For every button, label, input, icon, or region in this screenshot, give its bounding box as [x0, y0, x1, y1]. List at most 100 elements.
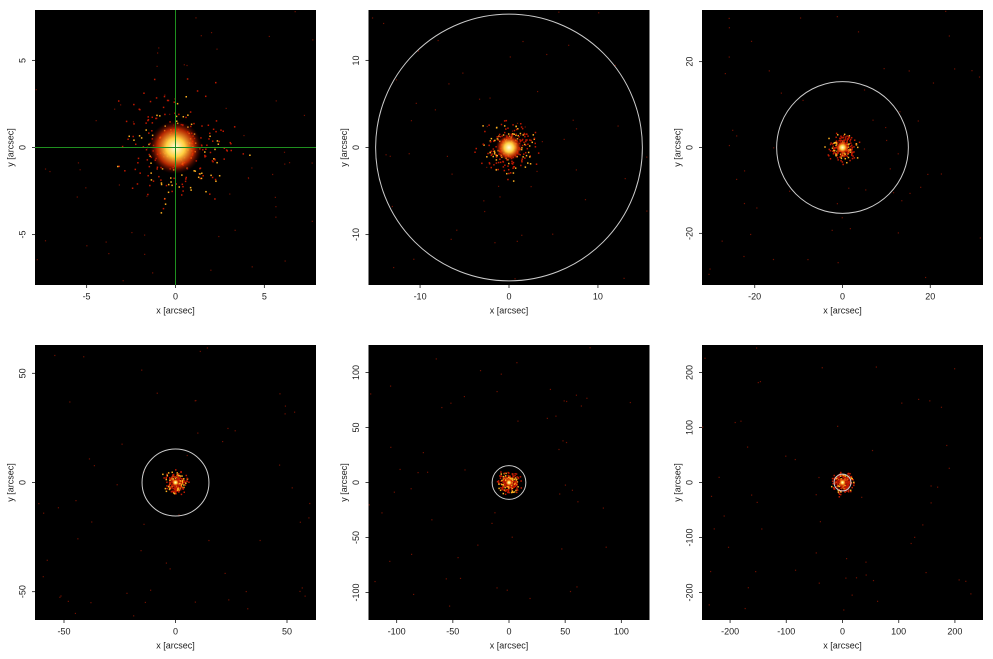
photon: [496, 154, 498, 157]
photon: [151, 130, 153, 132]
background-photon: [517, 420, 519, 422]
photon: [506, 477, 509, 480]
background-photon: [740, 420, 742, 422]
background-photon: [156, 392, 158, 394]
background-photon: [494, 512, 496, 514]
photon: [249, 154, 251, 156]
photon: [829, 149, 832, 152]
background-photon: [478, 98, 481, 100]
background-photon: [133, 615, 135, 617]
background-photon: [572, 119, 574, 121]
photon: [524, 151, 527, 154]
photon: [180, 484, 183, 487]
photon: [842, 136, 845, 139]
photon: [850, 475, 853, 478]
background-photon: [284, 260, 286, 262]
background-photon: [875, 366, 877, 368]
photon: [181, 183, 184, 186]
background-photon: [311, 162, 313, 164]
photon: [847, 153, 849, 155]
photon: [160, 212, 163, 214]
background-photon: [899, 111, 901, 113]
background-photon: [435, 358, 437, 360]
background-photon: [79, 169, 81, 171]
photon: [149, 100, 152, 103]
background-photon: [450, 402, 452, 404]
photon: [500, 475, 503, 477]
y-tick-label: 0: [684, 480, 694, 485]
background-photon: [131, 231, 133, 234]
background-photon: [199, 350, 201, 353]
photon: [504, 486, 506, 489]
photon: [853, 157, 856, 159]
photon: [177, 474, 180, 477]
photon: [174, 476, 176, 478]
x-axis-label: x [arcsec]: [156, 640, 195, 650]
photon: [512, 172, 515, 174]
photon: [844, 154, 846, 157]
background-photon: [945, 10, 947, 12]
photon: [849, 472, 851, 475]
photon: [214, 159, 216, 161]
background-photon: [284, 405, 287, 407]
photon: [849, 489, 852, 492]
photon: [525, 140, 527, 143]
background-photon: [183, 64, 185, 66]
background-photon: [883, 68, 885, 70]
background-photon: [789, 190, 791, 192]
background-photon: [195, 17, 197, 19]
photon: [520, 164, 522, 167]
photon: [835, 144, 837, 147]
photon: [176, 102, 179, 105]
photon: [156, 166, 159, 169]
photon: [184, 180, 187, 183]
photon: [833, 142, 835, 144]
aperture-circle: [375, 13, 643, 282]
photon: [163, 95, 166, 98]
background-photon: [178, 514, 180, 516]
background-photon: [837, 425, 839, 427]
photon: [514, 485, 517, 488]
background-photon: [614, 64, 616, 67]
photon: [514, 474, 516, 477]
photon: [839, 156, 841, 158]
photon: [179, 481, 181, 484]
background-photon: [807, 259, 809, 261]
photon: [504, 472, 506, 474]
photon: [499, 477, 502, 480]
background-photon: [558, 448, 560, 451]
photon: [163, 477, 165, 479]
photon: [837, 482, 839, 484]
background-photon: [863, 148, 866, 150]
background-photon: [426, 471, 429, 473]
photon: [839, 155, 842, 157]
y-tick-label: 0: [684, 145, 694, 150]
background-photon: [575, 394, 578, 396]
background-photon: [152, 272, 154, 274]
photon: [840, 139, 843, 142]
photon: [517, 476, 519, 479]
photon: [487, 152, 489, 155]
background-photon: [38, 502, 40, 505]
background-photon: [541, 141, 543, 143]
background-photon: [885, 126, 887, 129]
photon: [148, 132, 150, 134]
background-photon: [756, 347, 758, 349]
photon: [845, 486, 848, 488]
background-photon: [924, 276, 927, 279]
photon: [851, 148, 853, 150]
background-photon: [491, 522, 493, 525]
background-photon: [886, 139, 888, 142]
background-photon: [383, 22, 385, 25]
photon: [497, 161, 500, 164]
background-photon: [144, 234, 146, 236]
source-blob: [171, 478, 180, 487]
background-photon: [186, 64, 188, 67]
photon: [204, 95, 207, 98]
background-photon: [519, 134, 522, 136]
background-photon: [575, 128, 578, 130]
photon: [534, 146, 537, 148]
photon: [833, 488, 836, 490]
x-tick-label: -50: [57, 626, 70, 636]
y-axis-label: y [arcsec]: [5, 128, 15, 167]
